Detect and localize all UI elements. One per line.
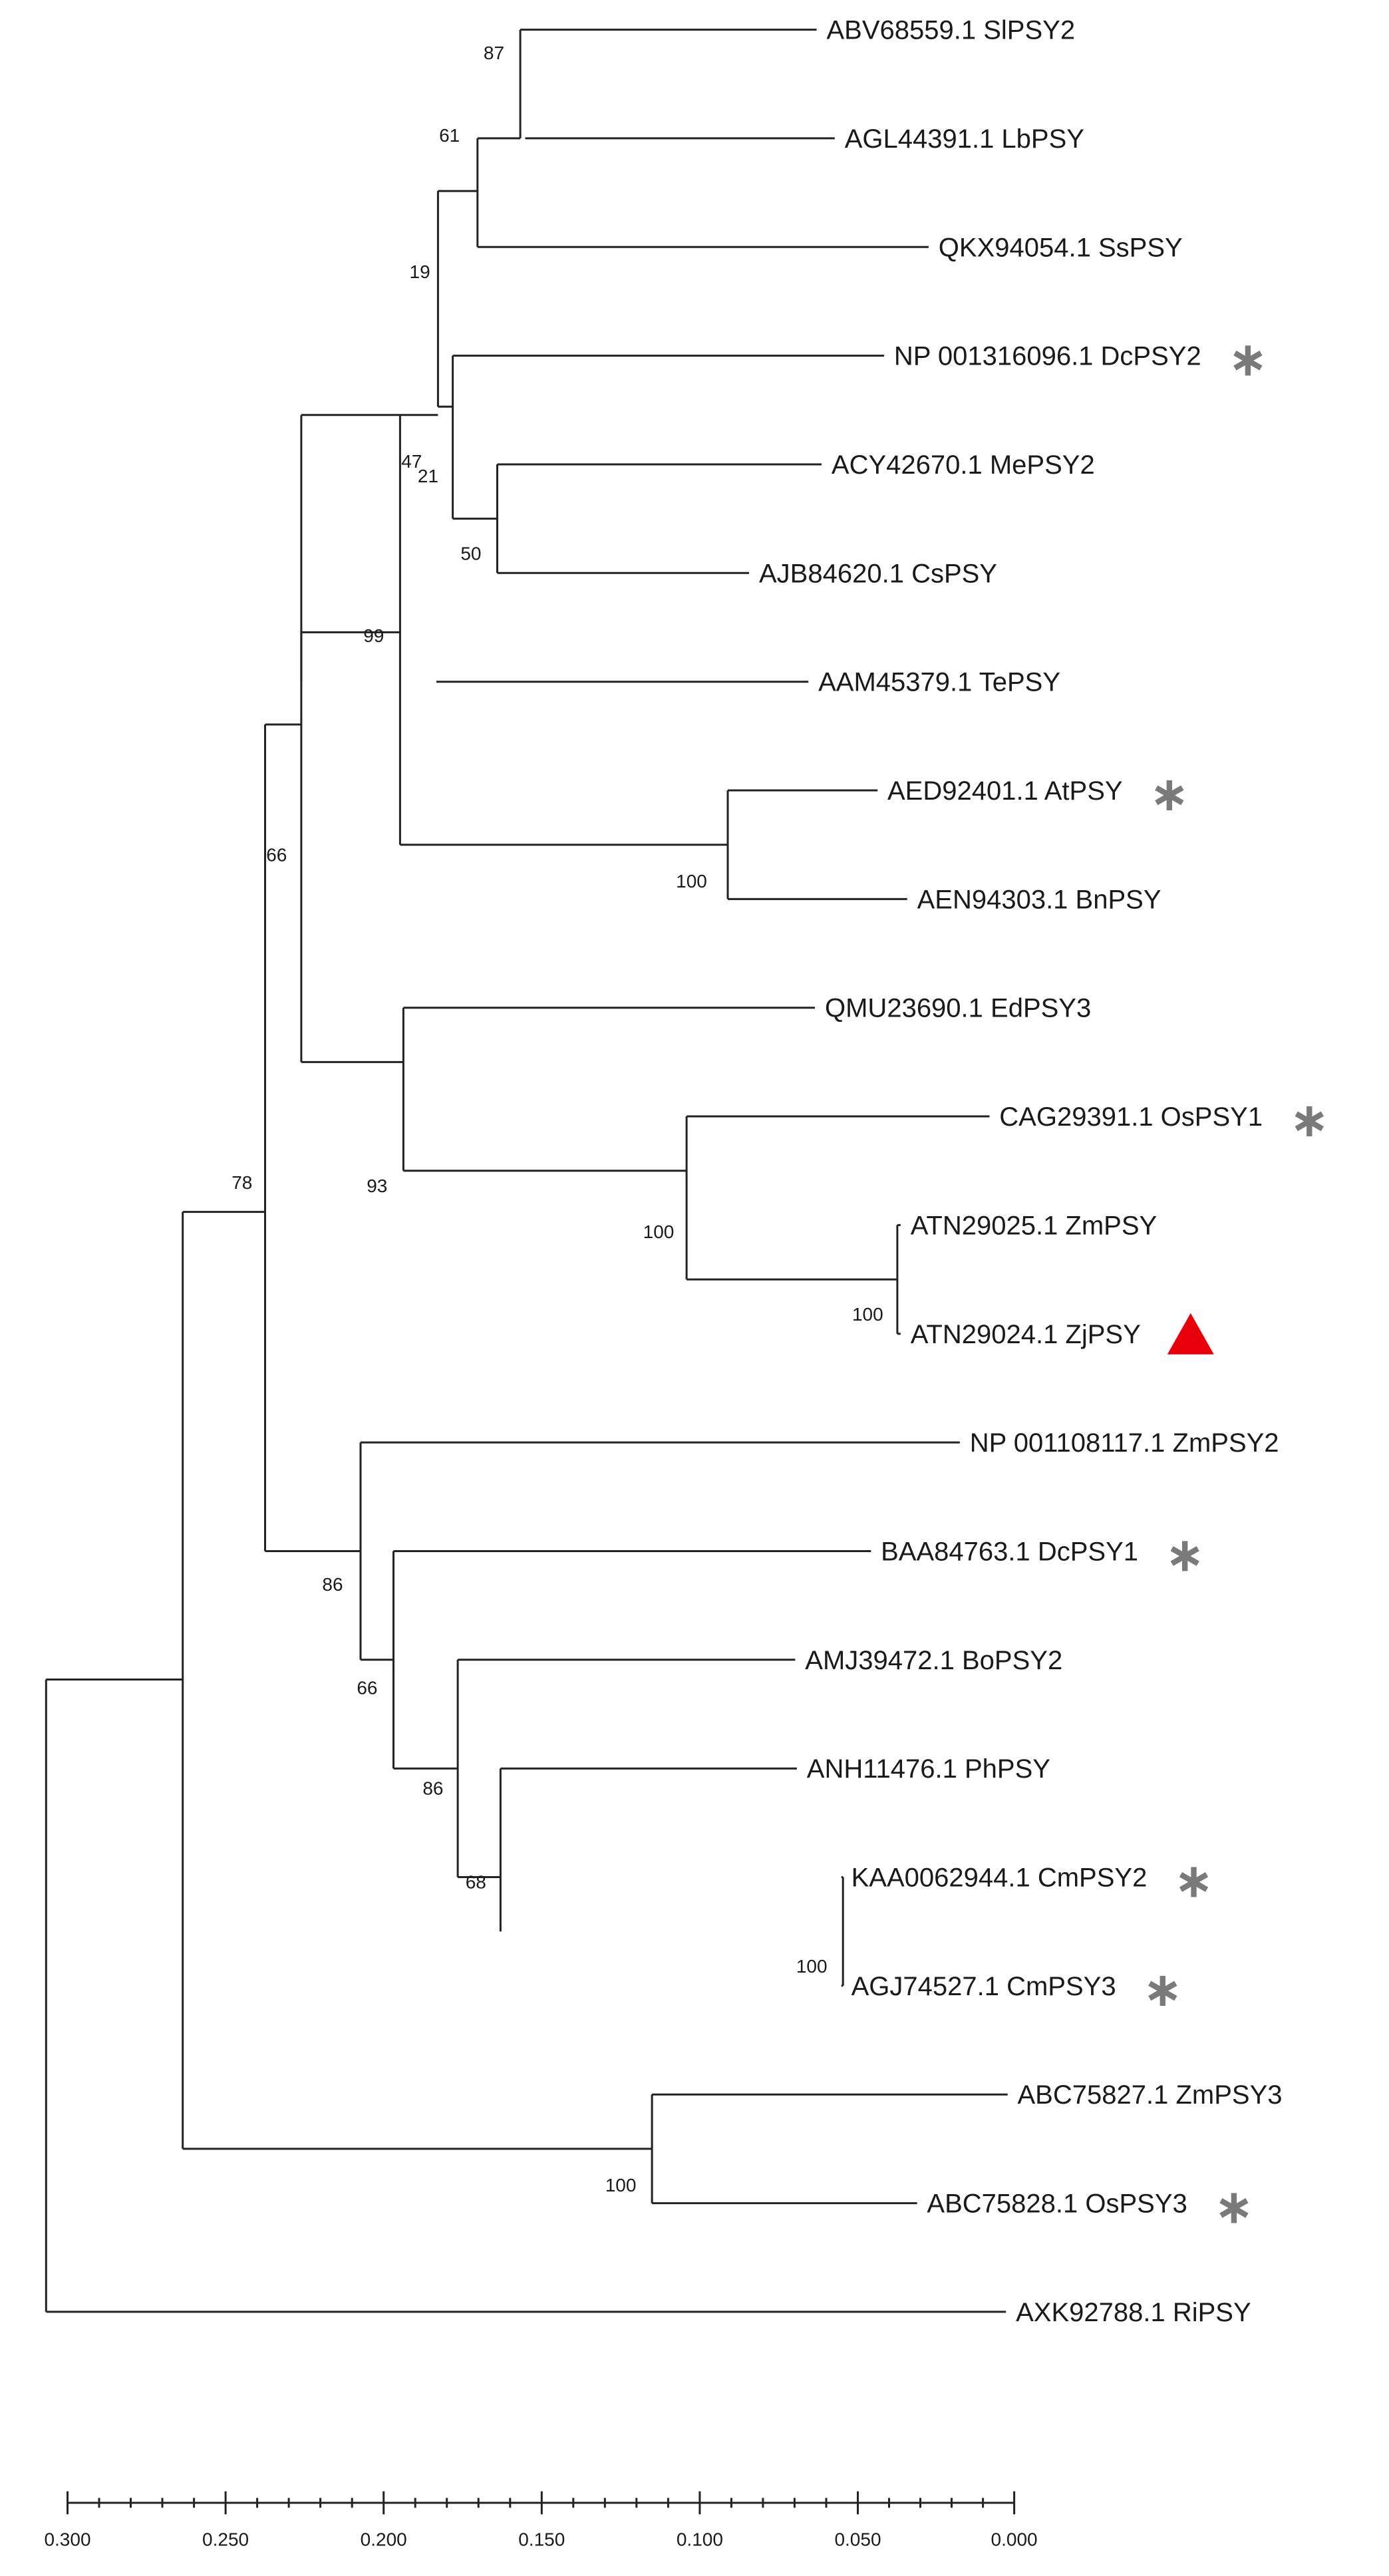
taxon-label: ACY42670.1 MePSY2 <box>832 450 1095 480</box>
asterisk-marker-icon: ∗ <box>1150 766 1189 822</box>
bootstrap-value: 100 <box>852 1304 883 1325</box>
bootstrap-value: 21 <box>418 466 438 486</box>
asterisk-marker-icon: ∗ <box>1214 2179 1254 2235</box>
bootstrap-value: 100 <box>643 1221 675 1242</box>
taxon-label: ATN29025.1 ZmPSY <box>911 1211 1158 1240</box>
bootstrap-value: 50 <box>460 543 481 564</box>
taxon-labels: ABV68559.1 SlPSY2 AGL44391.1 LbPSY QKX9405… <box>759 16 1329 2327</box>
taxon-label: NP 001108117.1 ZmPSY2 <box>970 1428 1279 1458</box>
scale-tick-label: 0.050 <box>834 2529 881 2549</box>
bootstrap-value: 99 <box>363 625 384 646</box>
bootstrap-value: 68 <box>466 1872 486 1893</box>
scale-tick-label: 0.150 <box>518 2529 565 2549</box>
taxon-label: AEN94303.1 BnPSY <box>917 885 1161 914</box>
scale-tick-label: 0.100 <box>677 2529 723 2549</box>
bootstrap-value: 87 <box>484 43 504 63</box>
bootstrap-value: 61 <box>439 125 460 146</box>
bootstrap-value: 78 <box>232 1172 252 1193</box>
taxon-label: KAA0062944.1 CmPSY2 <box>851 1863 1148 1893</box>
taxon-label: ATN29024.1 ZjPSY <box>911 1320 1141 1349</box>
scale-tick-label: 0.250 <box>202 2529 249 2549</box>
taxon-label: NP 001316096.1 DcPSY2 <box>894 342 1201 371</box>
taxon-label: QMU23690.1 EdPSY3 <box>825 994 1091 1023</box>
taxon-label: AED92401.1 AtPSY <box>887 776 1123 806</box>
bootstrap-value: 86 <box>422 1778 443 1799</box>
taxon-label: AGL44391.1 LbPSY <box>845 124 1084 154</box>
bootstrap-value: 86 <box>322 1574 343 1595</box>
taxon-label: AGJ74527.1 CmPSY3 <box>851 1972 1116 2001</box>
bootstrap-value: 66 <box>266 844 287 865</box>
bootstrap-value: 100 <box>605 2175 637 2195</box>
taxon-label: ABV68559.1 SlPSY2 <box>827 16 1076 45</box>
taxon-label: ANH11476.1 PhPSY <box>807 1754 1050 1784</box>
taxon-label: AMJ39472.1 BoPSY2 <box>805 1646 1062 1675</box>
scale-tick-label: 0.000 <box>991 2529 1038 2549</box>
taxon-label: QKX94054.1 SsPSY <box>939 233 1183 262</box>
asterisk-marker-icon: ∗ <box>1228 331 1268 387</box>
bootstrap-value: 100 <box>676 871 707 891</box>
bootstrap-value: 47 <box>401 451 422 472</box>
asterisk-marker-icon: ∗ <box>1173 1853 1213 1909</box>
taxon-label: ABC75827.1 ZmPSY3 <box>1018 2080 1283 2110</box>
bootstrap-value: 66 <box>357 1678 377 1698</box>
taxon-label: AAM45379.1 TePSY <box>818 668 1060 697</box>
taxon-label: BAA84763.1 DcPSY1 <box>881 1537 1138 1567</box>
taxon-label: AXK92788.1 RiPSY <box>1016 2298 1251 2327</box>
tree-branches <box>45 29 1008 2313</box>
scale-tick-label: 0.200 <box>361 2529 407 2549</box>
asterisk-marker-icon: ∗ <box>1289 1092 1329 1148</box>
asterisk-marker-icon: ∗ <box>1165 1527 1205 1583</box>
red-triangle-marker-icon <box>1167 1313 1214 1355</box>
scale-tick-label: 0.300 <box>44 2529 90 2549</box>
taxon-label: ABC75828.1 OsPSY3 <box>927 2189 1187 2219</box>
bootstrap-value: 93 <box>367 1176 387 1196</box>
distance-scale-axis: 0.300 0.250 0.200 0.150 0.100 0.050 0.000 <box>44 2491 1038 2549</box>
taxon-label: AJB84620.1 CsPSY <box>759 559 997 588</box>
asterisk-marker-icon: ∗ <box>1143 1961 1183 2017</box>
bootstrap-value: 100 <box>796 1956 828 1977</box>
bootstrap-value: 19 <box>410 261 430 282</box>
taxon-label: CAG29391.1 OsPSY1 <box>999 1102 1263 1132</box>
